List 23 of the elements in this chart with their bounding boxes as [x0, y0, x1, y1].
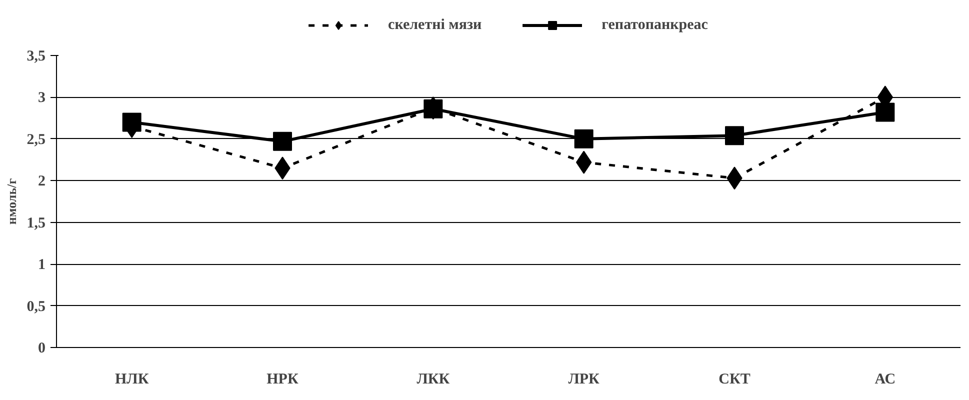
legend-label: гепатопанкреас	[602, 16, 708, 34]
point	[574, 129, 594, 148]
x-tick-label: НРК	[266, 372, 298, 388]
y-tick-label: 3	[38, 90, 46, 106]
y-tick-label: 1,5	[26, 215, 46, 232]
y-tick-label: 2,5	[26, 132, 46, 148]
y-tick-label: 1	[38, 257, 46, 274]
y-axis-title: нмоль/г	[4, 178, 19, 225]
legend-label: скелетні мязи	[388, 16, 482, 34]
y-tick-label: 3,5	[26, 48, 46, 64]
x-tick-label: ЛРК	[568, 372, 600, 388]
point	[273, 132, 292, 151]
y-tick-label: 0,5	[26, 298, 46, 315]
x-tick-label: ЛКК	[416, 372, 450, 388]
x-tick-label: АС	[874, 372, 896, 388]
point	[122, 112, 142, 132]
y-tick-label: 2	[38, 174, 46, 190]
y-tick-label: 0	[38, 340, 46, 356]
point	[424, 99, 443, 118]
x-tick-label: СКТ	[718, 372, 750, 388]
point	[725, 126, 744, 146]
point	[876, 102, 895, 122]
x-tick-label: НЛК	[114, 372, 149, 388]
